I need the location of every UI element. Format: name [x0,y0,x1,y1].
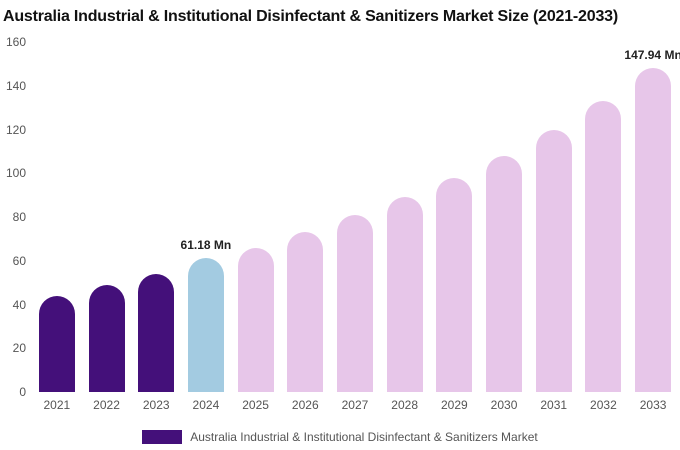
x-axis-label-2023: 2023 [142,398,170,412]
y-axis-tick-label: 100 [5,166,26,181]
bar-column-2029: 2029 [430,42,480,414]
bar-2033 [635,68,672,392]
bar-2029 [436,177,473,392]
bar-2022 [88,284,125,392]
bar-column-2023: 2023 [131,42,181,414]
y-axis-tick-label: 40 [12,297,26,312]
bar-value-label-2024: 61.18 Mn [180,238,232,253]
x-axis-label-2029: 2029 [440,398,468,412]
y-axis-tick-label: 20 [12,341,26,356]
bar-column-2032: 2032 [579,42,629,414]
y-axis-tick-label: 60 [12,253,26,268]
bar-2032 [585,101,622,392]
bar-column-2021: 2021 [32,42,82,414]
y-axis-tick-label: 160 [5,35,26,49]
bar-2028 [386,197,423,392]
bar-column-2024: 61.18 Mn 2024 [180,42,232,414]
y-axis-tick-label: 0 [19,385,26,399]
x-axis-label-2021: 2021 [43,398,71,412]
x-axis-label-2026: 2026 [291,398,319,412]
bar-2031 [535,129,572,392]
x-axis-label-2031: 2031 [540,398,568,412]
y-axis: 0 20 40 60 80 100 120 140 160 [0,36,28,398]
bar-column-2027: 2027 [330,42,380,414]
legend-label: Australia Industrial & Institutional Dis… [190,430,538,444]
bar-2027 [336,214,373,392]
y-axis-tick-label: 120 [5,122,26,137]
x-axis-label-2033: 2033 [639,398,667,412]
bar-2023 [138,273,175,392]
x-axis-label-2028: 2028 [391,398,418,412]
bar-column-2026: 2026 [280,42,330,414]
bar-2024 [187,258,224,392]
bar-2030 [486,155,523,392]
bar-column-2030: 2030 [479,42,529,414]
bar-2025 [237,247,274,392]
y-axis-tick-label: 140 [5,78,26,93]
legend: Australia Industrial & Institutional Dis… [0,430,680,444]
x-axis-label-2024: 2024 [192,398,220,412]
chart-title: Australia Industrial & Institutional Dis… [3,8,618,25]
bar-column-2028: 2028 [380,42,430,414]
x-axis-label-2032: 2032 [590,398,617,412]
plot-area: 2021 2022 2023 61.18 Mn 2024 2025 2026 2027 2028… [32,42,680,414]
x-axis-label-2030: 2030 [490,398,518,412]
bar-column-2033: 147.94 Mn 2033 [624,42,680,414]
legend-swatch [142,430,183,444]
y-axis-tick-label: 80 [12,210,26,224]
bar-column-2031: 2031 [529,42,579,414]
bar-value-label-2033: 147.94 Mn [624,48,680,63]
bar-2021 [38,295,75,392]
x-axis-label-2022: 2022 [93,398,120,412]
bar-column-2025: 2025 [231,42,281,414]
x-axis-label-2027: 2027 [341,398,369,412]
x-axis-label-2025: 2025 [242,398,269,412]
bar-2026 [287,232,324,392]
bar-column-2022: 2022 [82,42,132,414]
